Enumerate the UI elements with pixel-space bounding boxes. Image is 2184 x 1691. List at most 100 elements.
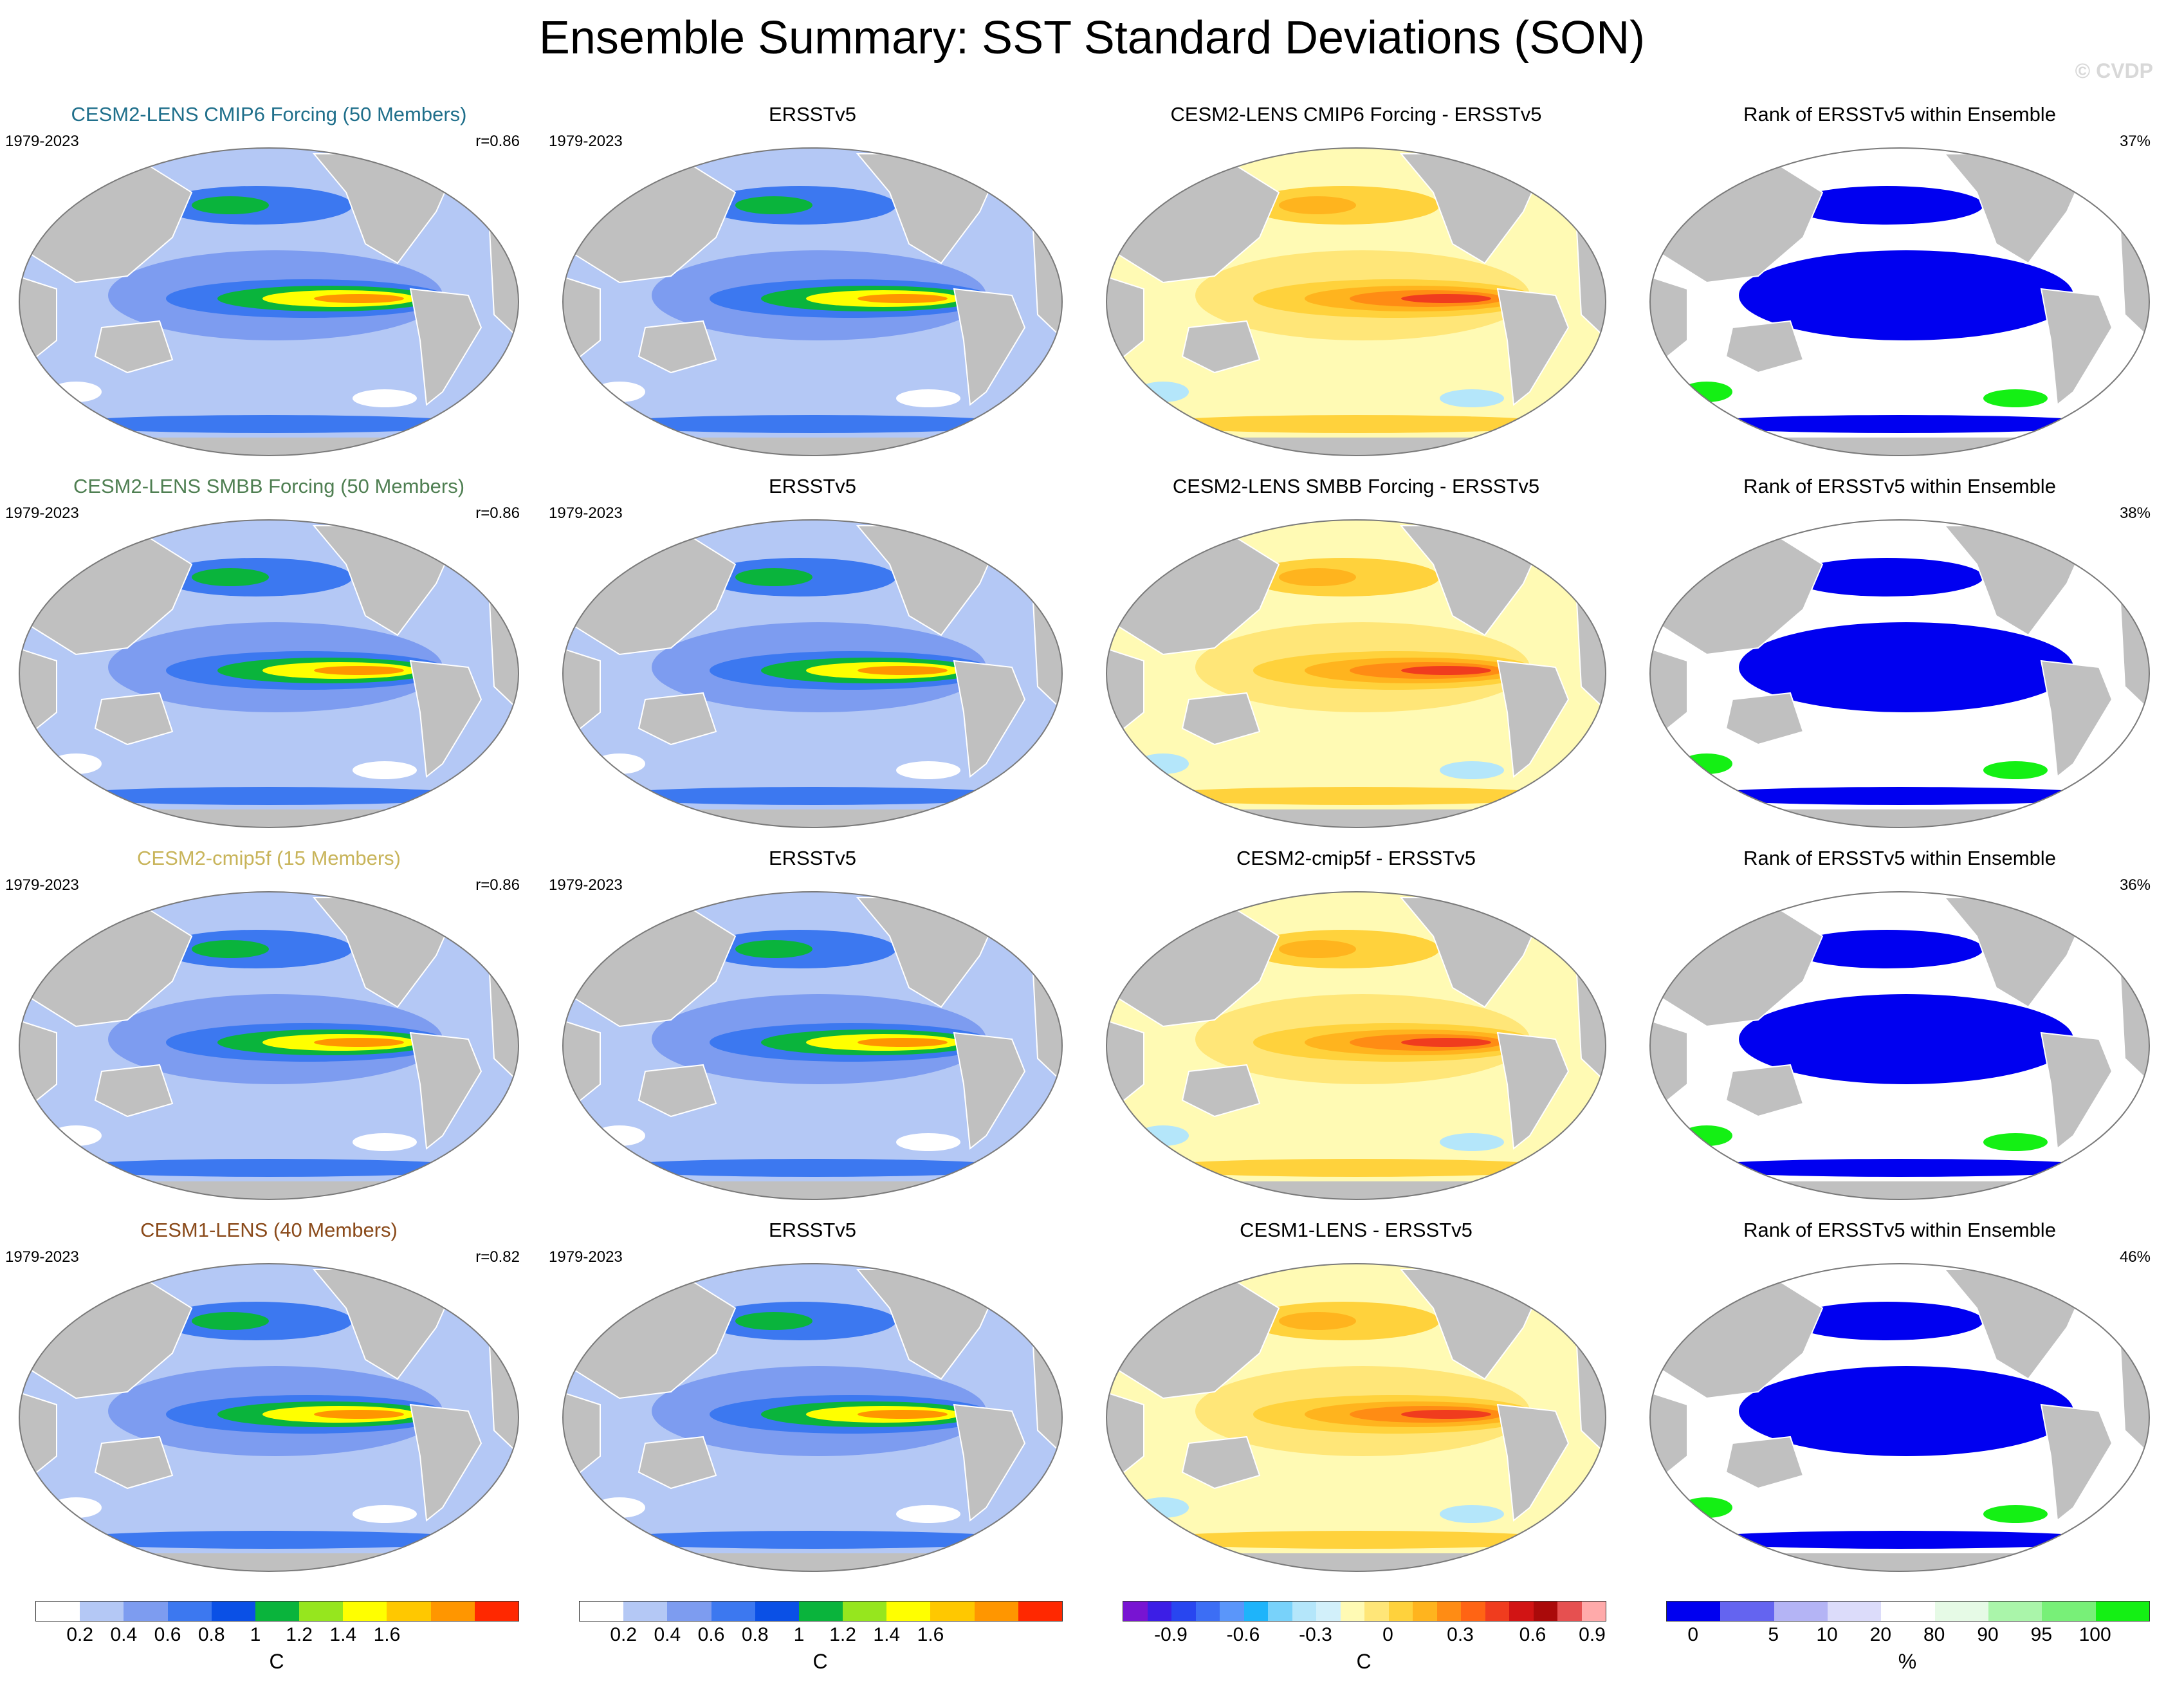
- colorbar-tick-label: 0.8: [741, 1624, 769, 1645]
- australia-land: [638, 1436, 717, 1490]
- colorbar-box: [1364, 1602, 1389, 1621]
- map-border: [562, 1263, 1063, 1572]
- colorbar-tick-label: 95: [2030, 1624, 2053, 1645]
- colorbar-box: [1340, 1602, 1364, 1621]
- rank-percent: 46%: [2119, 1248, 2151, 1266]
- southern-ocean-band: [57, 1531, 481, 1549]
- south-america-land: [1496, 660, 1570, 778]
- std-colorbar: 0.2 0.4 0.6 0.8 1 1.2 1.4 1.6 C: [35, 1601, 524, 1691]
- colorbar-box: [1509, 1602, 1534, 1621]
- south-america-land: [409, 1031, 482, 1150]
- australia-land: [1725, 1064, 1804, 1118]
- colorbar-tick-label: 0.6: [154, 1624, 181, 1645]
- colorbar-box: [580, 1602, 624, 1621]
- colorbar-box: [623, 1602, 668, 1621]
- colorbar-box: [474, 1602, 518, 1621]
- model-map: [19, 519, 519, 828]
- colorbar-tick-label: 0.3: [1447, 1624, 1474, 1645]
- panel-title: CESM2-LENS CMIP6 Forcing (50 Members): [71, 103, 467, 125]
- southern-patch: [1440, 1505, 1504, 1523]
- north-pacific-core: [1822, 568, 1900, 586]
- colorbar-tick-label: 0.8: [197, 1624, 225, 1645]
- colorbar-box: [843, 1602, 887, 1621]
- obs-map: [562, 519, 1063, 828]
- rank-percent: 36%: [2119, 876, 2151, 894]
- south-america-land: [2040, 1403, 2113, 1522]
- colorbar-box: [343, 1602, 387, 1621]
- diff-panel: CESM2-LENS CMIP6 Forcing - ERSSTv5: [1092, 103, 1620, 463]
- southern-patch: [896, 389, 960, 407]
- australia-land: [1181, 692, 1261, 746]
- panel-title: CESM2-cmip5f - ERSSTv5: [1236, 847, 1476, 869]
- colorbar-boxes: [35, 1601, 519, 1622]
- southern-ocean-band: [1687, 787, 2112, 805]
- colorbar-box: [36, 1602, 80, 1621]
- north-pacific-core: [1279, 940, 1356, 958]
- colorbar-tick-label: 90: [1977, 1624, 1999, 1645]
- period-label: 1979-2023: [5, 504, 79, 522]
- diff-panel: CESM1-LENS - ERSSTv5: [1092, 1219, 1620, 1579]
- panel-title: CESM1-LENS (40 Members): [140, 1219, 398, 1241]
- rank-map: [1649, 1263, 2150, 1572]
- colorbar-box: [711, 1602, 755, 1621]
- southern-patch: [353, 389, 417, 407]
- panel-title: Rank of ERSSTv5 within Ensemble: [1743, 103, 2056, 125]
- diff-colorbar: -0.9 -0.6 -0.3 0 0.3 0.6 0.9 C: [1123, 1601, 1611, 1691]
- pattern-correlation: r=0.86: [475, 133, 520, 150]
- southern-ocean-band: [600, 415, 1025, 433]
- colorbar-box: [1436, 1602, 1461, 1621]
- colorbar-box: [211, 1602, 255, 1621]
- north-pacific-core: [735, 940, 812, 958]
- equatorial-band-4: [314, 666, 404, 675]
- panel-title: ERSSTv5: [768, 1219, 857, 1241]
- colorbar-tick-label: 0: [1687, 1624, 1698, 1645]
- rank-map: [1649, 891, 2150, 1200]
- australia-land: [638, 320, 717, 374]
- colorbar-box: [255, 1602, 300, 1621]
- south-america-land: [1496, 1031, 1570, 1150]
- period-label: 1979-2023: [549, 504, 623, 522]
- colorbar-tick-label: -0.6: [1226, 1624, 1260, 1645]
- equatorial-band-4: [314, 1410, 404, 1419]
- southern-patch: [896, 1505, 960, 1523]
- north-pacific-core: [735, 1312, 812, 1330]
- colorbar-box: [1243, 1602, 1268, 1621]
- colorbar-tick-label: 0.2: [66, 1624, 94, 1645]
- colorbar-box: [1827, 1602, 1882, 1621]
- equatorial-band-4: [1945, 1038, 2035, 1047]
- australia-land: [1181, 1064, 1261, 1118]
- north-pacific-core: [1279, 1312, 1356, 1330]
- southern-patch: [1440, 389, 1504, 407]
- obs-map: [562, 891, 1063, 1200]
- australia-land: [1181, 320, 1261, 374]
- colorbar-tick-label: 1.4: [873, 1624, 901, 1645]
- map-border: [1649, 891, 2150, 1200]
- colorbar-box: [1220, 1602, 1244, 1621]
- north-pacific-core: [1822, 196, 1900, 214]
- colorbar-box: [755, 1602, 799, 1621]
- colorbar-tick-label: 5: [1768, 1624, 1779, 1645]
- australia-land: [94, 1064, 174, 1118]
- southern-ocean-band: [1144, 415, 1568, 433]
- north-pacific-core: [192, 568, 269, 586]
- map-border: [19, 519, 519, 828]
- southern-ocean-band: [600, 1159, 1025, 1177]
- colorbar-box: [299, 1602, 344, 1621]
- colorbar-tick-label: 0: [1382, 1624, 1393, 1645]
- north-pacific-core: [1822, 940, 1900, 958]
- equatorial-band-4: [1945, 1410, 2035, 1419]
- obs-panel: ERSSTv5 1979-2023: [549, 475, 1076, 835]
- colorbar-tick-label: 1.4: [329, 1624, 357, 1645]
- colorbar-box: [1171, 1602, 1196, 1621]
- panel-title: CESM2-LENS CMIP6 Forcing - ERSSTv5: [1170, 103, 1542, 125]
- colorbar-box: [387, 1602, 431, 1621]
- southern-patch: [1983, 1505, 2048, 1523]
- southern-ocean-band: [1687, 1531, 2112, 1549]
- colorbar-box: [1667, 1602, 1721, 1621]
- colorbar-tick-label: 1: [793, 1624, 805, 1645]
- australia-land: [1725, 320, 1804, 374]
- colorbar-tick-label: 0.4: [654, 1624, 681, 1645]
- model-map: [19, 1263, 519, 1572]
- australia-land: [1725, 692, 1804, 746]
- period-label: 1979-2023: [549, 133, 623, 150]
